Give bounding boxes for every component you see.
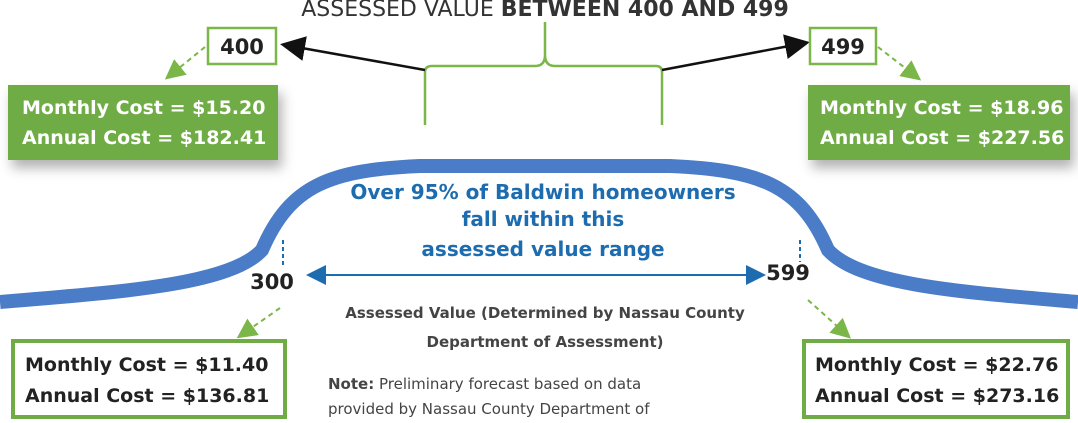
dashed-arrow xyxy=(164,46,206,80)
center-text: fall within this xyxy=(462,207,625,231)
bell-curve xyxy=(0,159,1078,309)
header-plain: ASSESSED VALUE xyxy=(301,0,501,22)
value-box xyxy=(808,26,878,66)
cost-box xyxy=(808,85,1070,160)
value-label: 599 xyxy=(766,261,810,285)
dashed-arrow xyxy=(807,299,851,339)
annual-cost: Annual Cost = $136.81 xyxy=(25,385,269,407)
header-title: ASSESSED VALUE BETWEEN 400 AND 499 xyxy=(301,0,789,22)
axis-label: Assessed Value (Determined by Nassau Cou… xyxy=(345,304,745,322)
cost-box xyxy=(11,339,287,419)
note: Note: Preliminary forecast based on data xyxy=(328,375,641,393)
header-bold: BETWEEN 400 AND 499 xyxy=(501,0,789,22)
monthly-cost: Monthly Cost = $15.20 xyxy=(22,97,265,119)
annual-cost: Annual Cost = $273.16 xyxy=(815,385,1059,407)
arrow xyxy=(661,34,810,72)
value-label: 499 xyxy=(821,35,865,59)
arrow xyxy=(280,36,426,72)
bracket xyxy=(423,22,664,125)
cost-box xyxy=(8,85,278,160)
dashed-arrow xyxy=(877,46,922,81)
note-line: Preliminary forecast based on data xyxy=(374,375,641,393)
value-label: 400 xyxy=(220,35,264,59)
center-text: assessed value range xyxy=(421,237,664,261)
annual-cost: Annual Cost = $227.56 xyxy=(820,127,1064,149)
monthly-cost: Monthly Cost = $11.40 xyxy=(25,354,268,376)
monthly-cost: Monthly Cost = $18.96 xyxy=(820,97,1063,119)
value-label: 300 xyxy=(250,270,294,294)
monthly-cost: Monthly Cost = $22.76 xyxy=(815,354,1058,376)
annual-cost: Annual Cost = $182.41 xyxy=(22,127,266,149)
note-lead: Note: xyxy=(328,375,374,393)
value-box xyxy=(206,26,278,66)
axis-label: Department of Assessment) xyxy=(427,333,664,351)
cost-box xyxy=(802,339,1070,419)
dashed-arrow xyxy=(236,307,281,339)
center-text: Over 95% of Baldwin homeowners xyxy=(350,180,735,204)
note-line: provided by Nassau County Department of xyxy=(328,400,650,418)
